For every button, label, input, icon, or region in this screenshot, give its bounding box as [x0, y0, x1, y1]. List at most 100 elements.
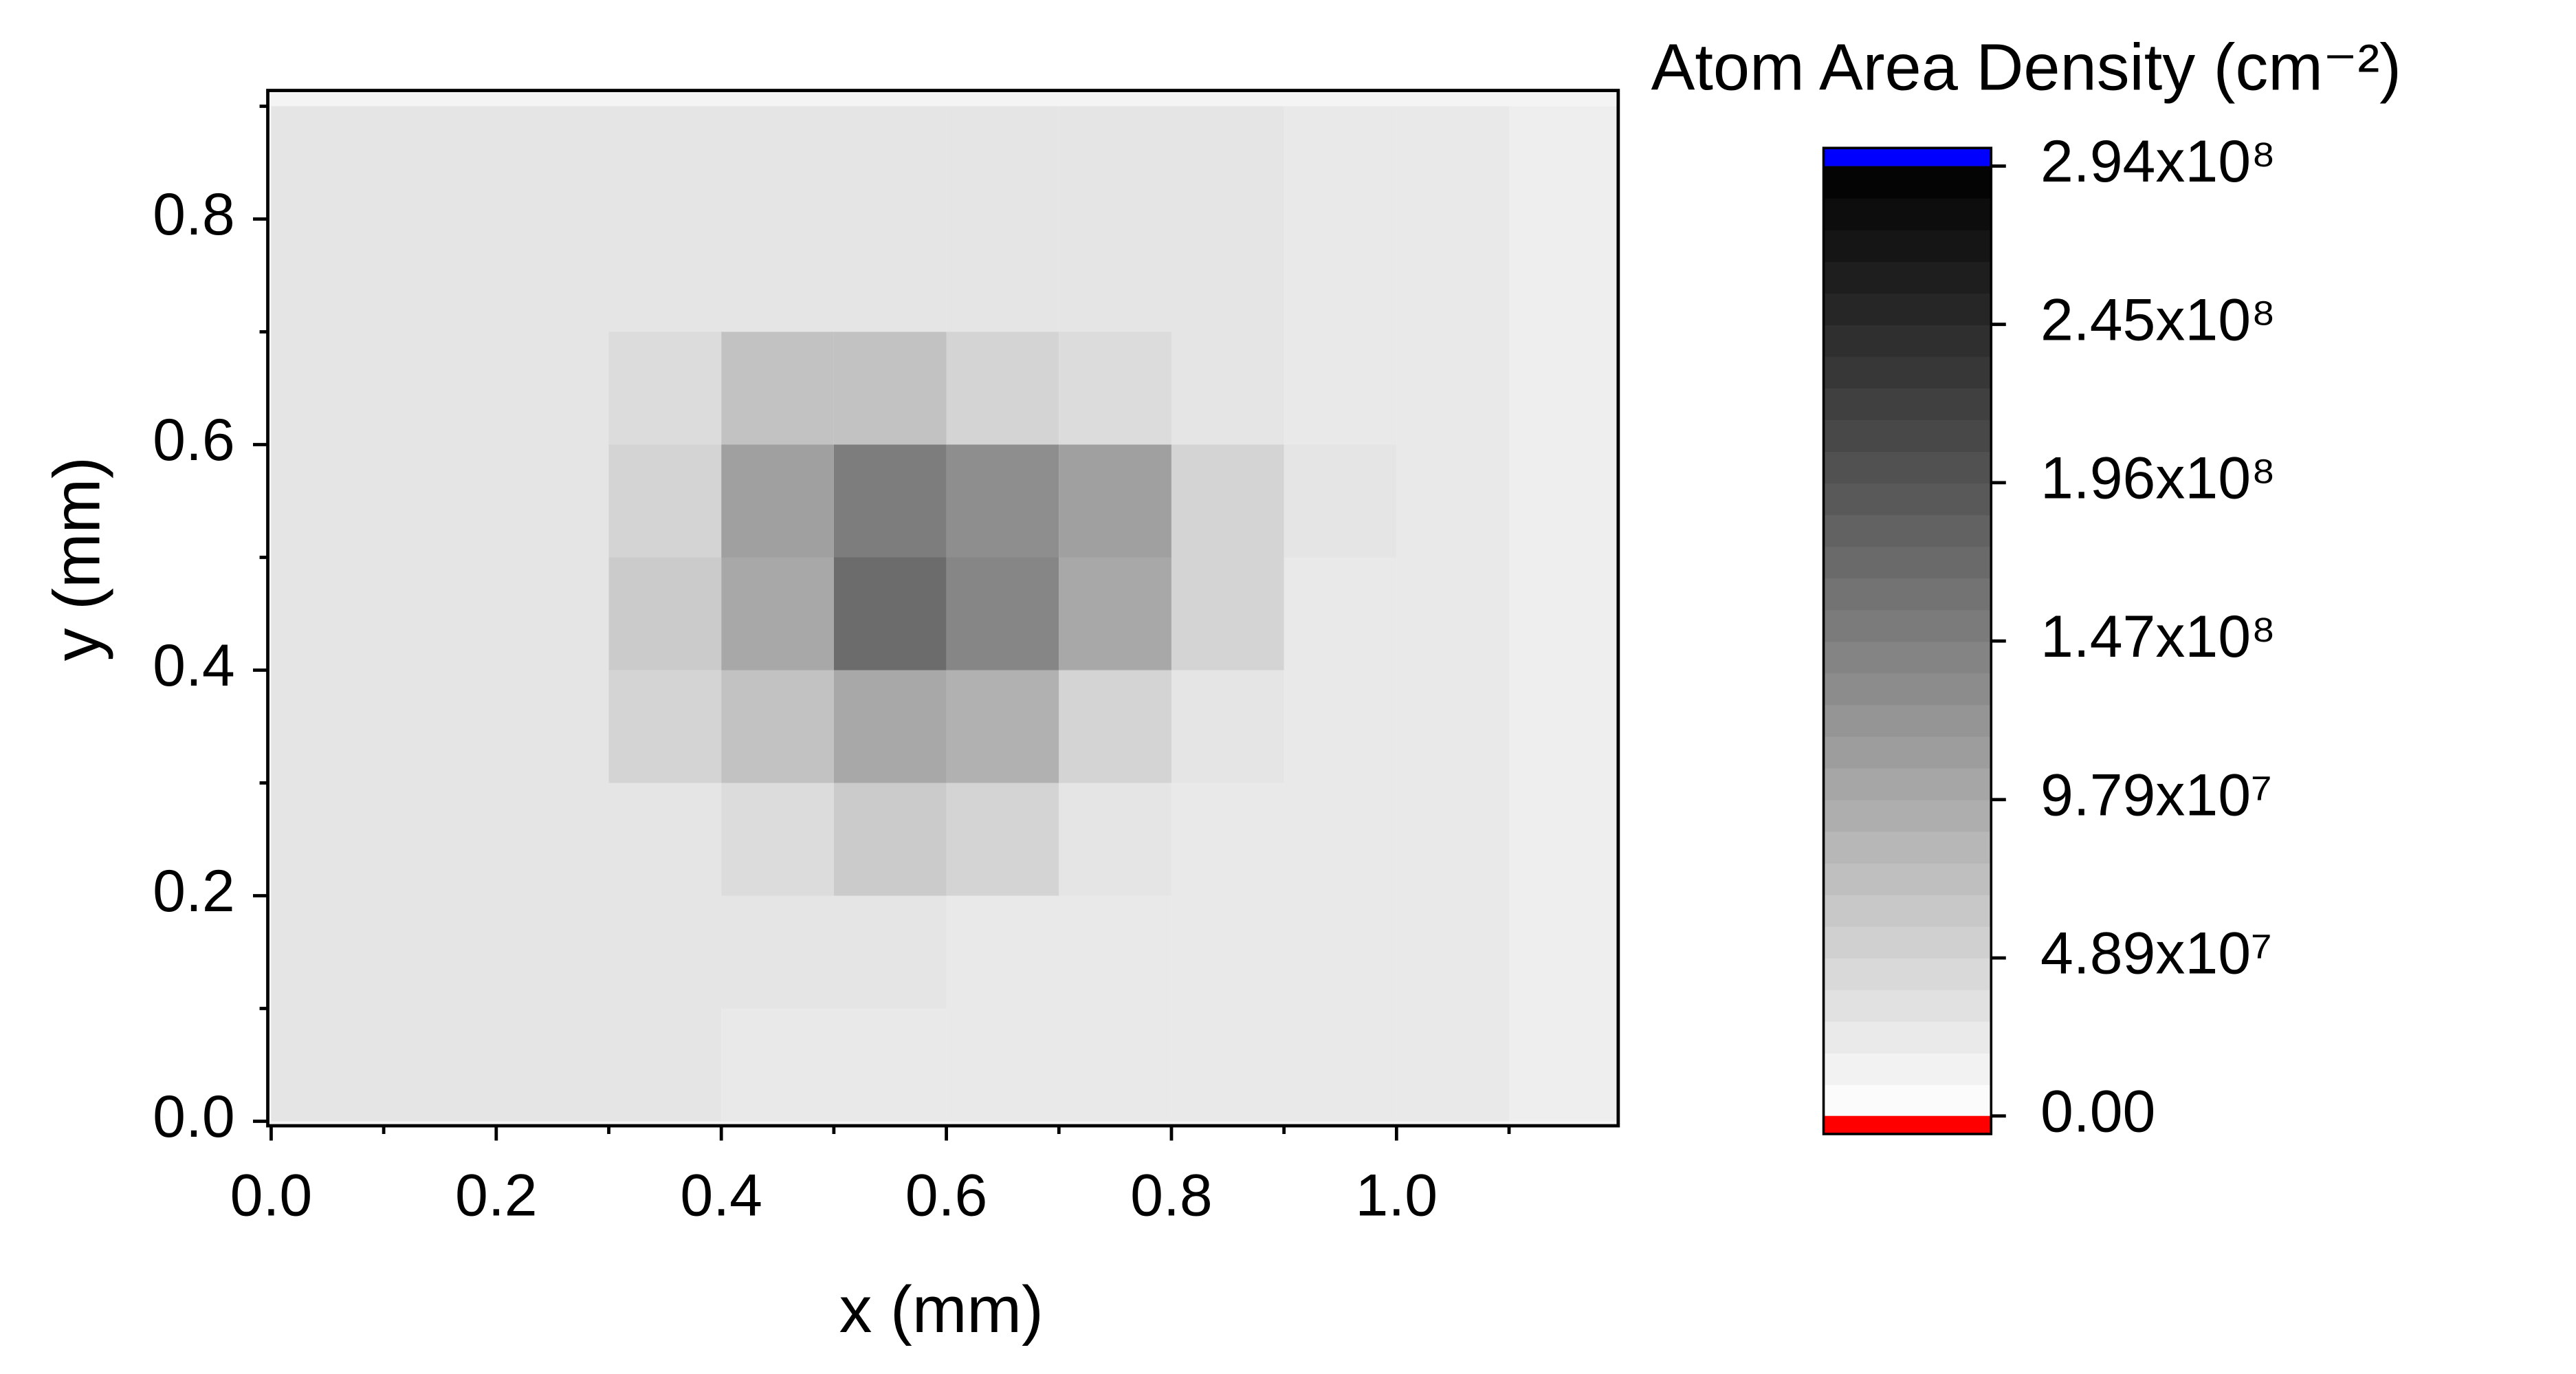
- heatmap-cell: [946, 1008, 1059, 1122]
- heatmap-cell: [721, 444, 834, 558]
- heatmap-cell: [833, 1008, 947, 1122]
- colorbar-band: [1823, 324, 1992, 357]
- heatmap-cell: [496, 895, 609, 1009]
- heatmap-cell: [721, 1008, 834, 1122]
- heatmap-cell: [1171, 106, 1284, 219]
- heatmap-cell: [384, 331, 496, 445]
- heatmap-cell: [1059, 219, 1171, 332]
- heatmap-cell: [271, 895, 384, 1009]
- colorbar-tick-label: 9.79x10⁷: [2040, 762, 2272, 828]
- y-tick-label: 0.2: [153, 858, 235, 924]
- heatmap-cell: [1396, 1008, 1510, 1122]
- colorbar-band: [1823, 673, 1992, 706]
- x-tick-label: 0.8: [1130, 1162, 1213, 1228]
- colorbar-band: [1823, 799, 1992, 832]
- heatmap-cell: [496, 219, 609, 332]
- heatmap-cell: [608, 331, 722, 445]
- heatmap-cell: [1284, 106, 1397, 219]
- y-tick-label: 0.0: [153, 1084, 235, 1150]
- heatmap-cell: [1509, 895, 1618, 1009]
- heatmap-cell: [1059, 557, 1171, 670]
- colorbar-band: [1823, 1021, 1992, 1054]
- heatmap-cell: [946, 444, 1059, 558]
- heatmap-cell: [946, 557, 1059, 670]
- heatmap-cell: [1059, 670, 1171, 783]
- heatmap-cell: [1509, 1008, 1618, 1122]
- heatmap-cell: [1171, 331, 1284, 445]
- heatmap-cell: [1396, 557, 1510, 670]
- heatmap-cell: [833, 895, 947, 1009]
- heatmap-cell: [1396, 444, 1510, 558]
- colorbar-over: [1823, 148, 1992, 166]
- heatmap-cell: [1171, 444, 1284, 558]
- heatmap-cell: [1059, 783, 1171, 896]
- colorbar-band: [1823, 767, 1992, 800]
- heatmap-cell: [1284, 783, 1397, 896]
- x-tick-label: 0.2: [455, 1162, 538, 1228]
- heatmap-cell: [384, 444, 496, 558]
- colorbar-tick-label: 4.89x10⁷: [2040, 921, 2272, 987]
- heatmap-cell: [1396, 783, 1510, 896]
- colorbar-band: [1823, 609, 1992, 642]
- colorbar-band: [1823, 450, 1992, 484]
- heatmap-cell: [496, 444, 609, 558]
- colorbar-tick-label: 1.47x10⁸: [2040, 604, 2276, 670]
- heatmap-cell: [833, 106, 947, 219]
- colorbar-under: [1823, 1115, 1992, 1134]
- heatmap-cell: [496, 1008, 609, 1122]
- heatmap-cell: [608, 1008, 722, 1122]
- heatmap-cell: [384, 106, 496, 219]
- x-axis-title: x (mm): [839, 1273, 1044, 1346]
- heatmap-cell: [271, 1008, 384, 1122]
- x-tick-label: 1.0: [1356, 1162, 1438, 1228]
- heatmap-cell: [271, 219, 384, 332]
- colorbar-band: [1823, 419, 1992, 452]
- heatmap-cell: [1509, 219, 1618, 332]
- heatmap-cell: [1171, 219, 1284, 332]
- heatmap-cell: [1171, 670, 1284, 783]
- colorbar-band: [1823, 292, 1992, 325]
- colorbar-band: [1823, 514, 1992, 547]
- colorbar-tick-label: 2.45x10⁸: [2040, 287, 2276, 353]
- colorbar-band: [1823, 831, 1992, 864]
- x-tick-label: 0.0: [230, 1162, 313, 1228]
- heatmap-cell: [1509, 670, 1618, 783]
- heatmap-cell: [1284, 557, 1397, 670]
- heatmap-cell: [271, 444, 384, 558]
- heatmap-cell: [833, 783, 947, 896]
- colorbar-band: [1823, 704, 1992, 737]
- heatmap-cell: [1059, 106, 1171, 219]
- x-tick-label: 0.6: [905, 1162, 988, 1228]
- heatmap-cell: [1509, 331, 1618, 445]
- heatmap-cell: [1284, 219, 1397, 332]
- heatmap-cell: [833, 670, 947, 783]
- heatmap-cell: [946, 106, 1059, 219]
- heatmap-cell: [1284, 331, 1397, 445]
- heatmap-cell: [1171, 783, 1284, 896]
- heatmap-cell: [1396, 219, 1510, 332]
- heatmap-cell: [1284, 670, 1397, 783]
- colorbar-band: [1823, 356, 1992, 389]
- colorbar-title: Atom Area Density (cm⁻²): [1651, 31, 2401, 105]
- colorbar-band: [1823, 229, 1992, 262]
- y-tick-label: 0.6: [153, 407, 235, 473]
- heatmap-cell: [1509, 444, 1618, 558]
- heatmap-cell: [271, 331, 384, 445]
- heatmap-cell: [1396, 670, 1510, 783]
- heatmap-cell: [384, 670, 496, 783]
- colorbar-band: [1823, 641, 1992, 674]
- colorbar-band: [1823, 387, 1992, 420]
- y-tick-label: 0.8: [153, 182, 235, 248]
- y-axis-title: y (mm): [41, 457, 114, 661]
- heatmap-cell: [1509, 557, 1618, 670]
- heatmap-cell: [271, 557, 384, 670]
- colorbar-band: [1823, 545, 1992, 579]
- heatmap-cell: [946, 219, 1059, 332]
- colorbar-band: [1823, 197, 1992, 230]
- heatmap-cell: [833, 557, 947, 670]
- x-tick-label: 0.4: [680, 1162, 762, 1228]
- heatmap-cell: [833, 331, 947, 445]
- heatmap-cell: [1171, 557, 1284, 670]
- heatmap-cell: [1284, 444, 1397, 558]
- heatmap-cell: [833, 444, 947, 558]
